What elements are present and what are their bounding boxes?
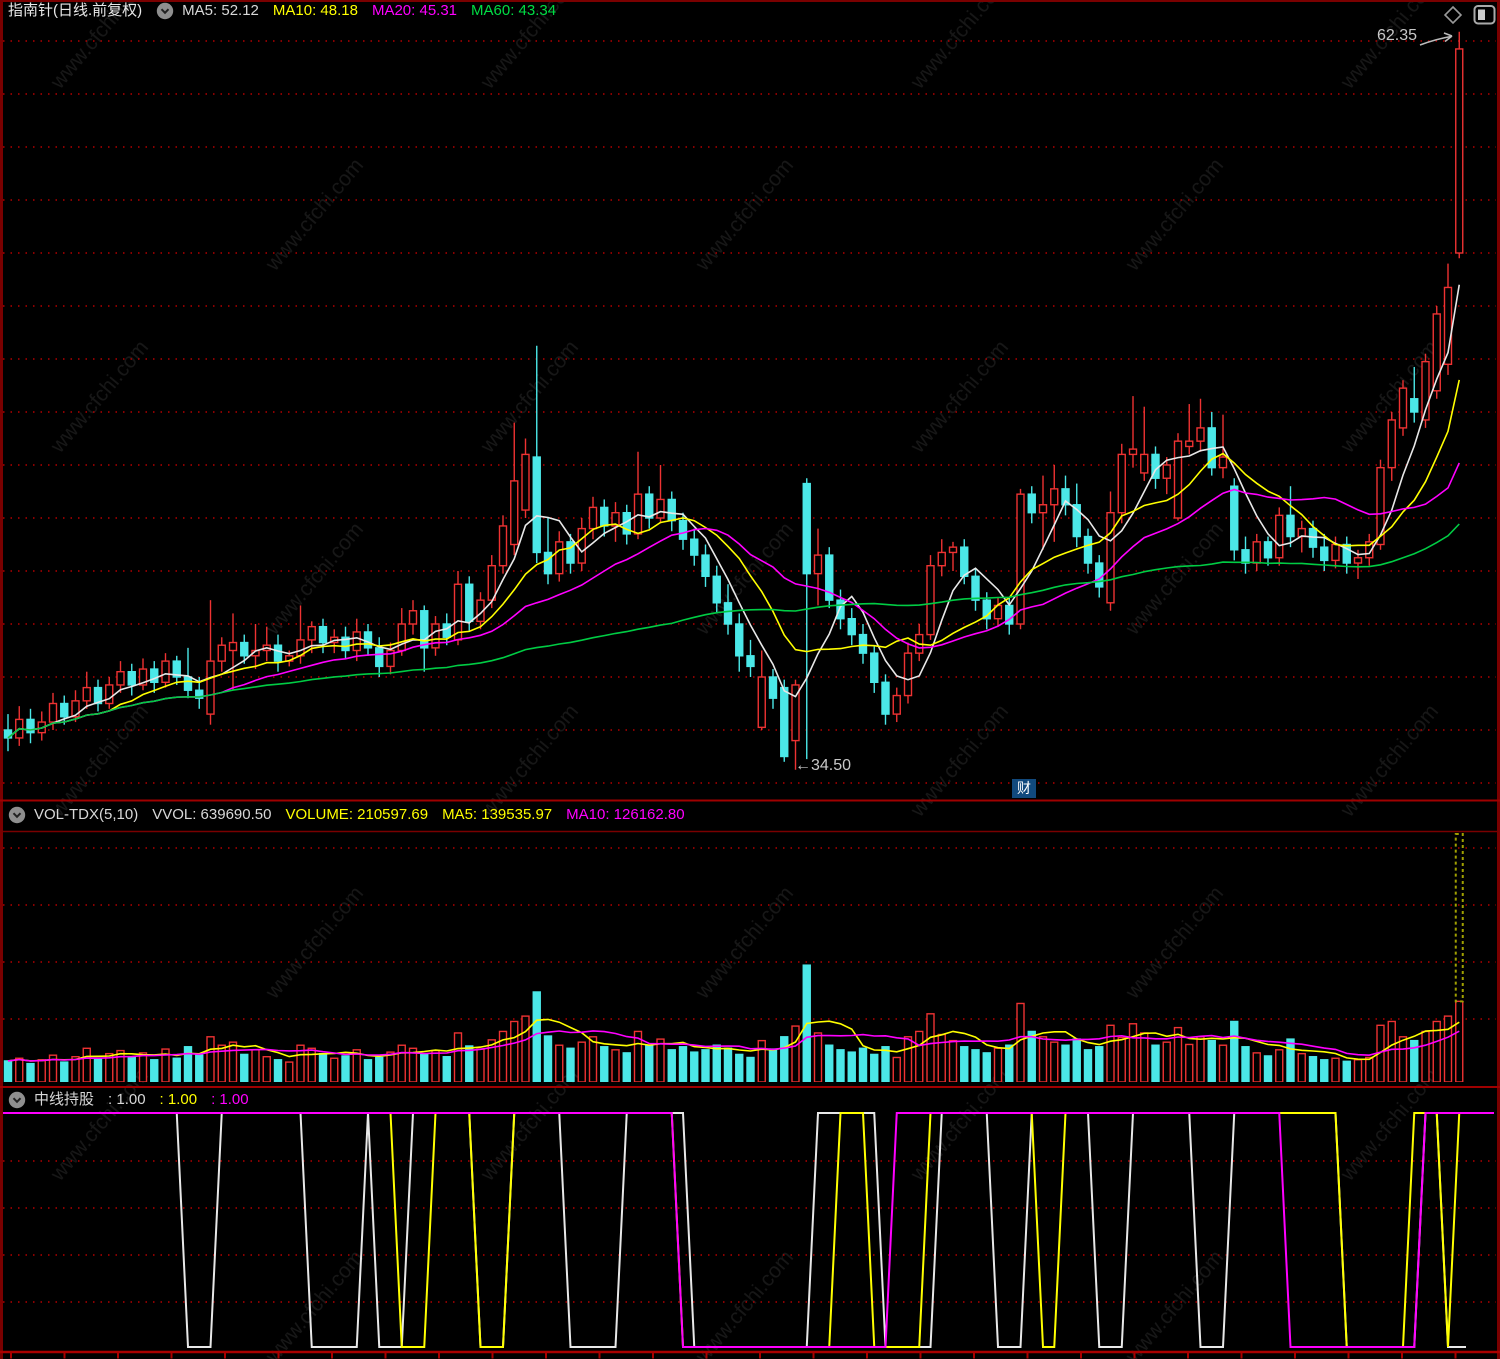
watermark: www.cfchi.com xyxy=(261,1246,369,1359)
watermark: www.cfchi.com xyxy=(1121,882,1229,1004)
vvol-clipped-bar xyxy=(1454,833,1464,1003)
candle-series xyxy=(3,31,1464,770)
ma20-value: MA20: 45.31 xyxy=(371,2,458,19)
watermark: www.cfchi.com xyxy=(1121,518,1229,640)
watermark: www.cfchi.com xyxy=(1121,154,1229,276)
indicator-name: 中线持股 xyxy=(34,1091,95,1108)
ma10-line xyxy=(7,379,1461,739)
watermark: www.cfchi.com xyxy=(46,1064,154,1186)
ma60-line xyxy=(7,523,1460,739)
watermark: www.cfchi.com xyxy=(46,336,154,458)
collapse-indicator-icon[interactable] xyxy=(8,1091,26,1109)
low-price-label: ←34.50 xyxy=(795,757,852,774)
volume-value: VOLUME: 210597.69 xyxy=(285,806,429,823)
chart-title: 指南针(日线.前复权) xyxy=(8,2,143,19)
ma20-line xyxy=(7,462,1460,739)
collapse-main-icon[interactable] xyxy=(156,2,174,20)
ma5-value: MA5: 52.12 xyxy=(182,2,259,19)
watermark: www.cfchi.com xyxy=(1336,0,1444,94)
volume-panel-header: VOL-TDX(5,10) VVOL: 639690.50 VOLUME: 21… xyxy=(8,806,699,824)
collapse-volume-icon[interactable] xyxy=(8,806,26,824)
volume-ma10-line xyxy=(7,1030,1460,1062)
volume-ma10-value: MA10: 126162.80 xyxy=(566,806,685,823)
watermark: www.cfchi.com xyxy=(261,518,369,640)
watermark: www.cfchi.com xyxy=(691,518,799,640)
watermark: www.cfchi.com xyxy=(691,882,799,1004)
vvol-value: VVOL: 639690.50 xyxy=(152,806,272,823)
indicator-value-3: : 1.00 xyxy=(211,1091,249,1108)
watermark: www.cfchi.com xyxy=(261,154,369,276)
watermark: www.cfchi.com xyxy=(476,700,584,822)
window-controls xyxy=(1442,4,1496,26)
indicator-value-1: : 1.00 xyxy=(108,1091,146,1108)
ma10-value: MA10: 48.18 xyxy=(272,2,358,19)
watermark: www.cfchi.com xyxy=(691,154,799,276)
diamond-icon[interactable] xyxy=(1442,4,1464,26)
volume-ma5-value: MA5: 139535.97 xyxy=(442,806,553,823)
cai-badge: 财 xyxy=(1012,779,1036,798)
watermark: www.cfchi.com xyxy=(476,336,584,458)
watermark: www.cfchi.com xyxy=(906,0,1014,94)
watermark: www.cfchi.com xyxy=(46,700,154,822)
indicator-value-2: : 1.00 xyxy=(159,1091,198,1108)
watermark: www.cfchi.com xyxy=(476,1064,584,1186)
watermark: www.cfchi.com xyxy=(906,336,1014,458)
high-price-label: 62.35 xyxy=(1377,27,1418,44)
volume-series xyxy=(3,964,1464,1082)
watermark: www.cfchi.com xyxy=(1336,1064,1444,1186)
volume-ma5-line xyxy=(7,1018,1460,1062)
high-annotation-arrow xyxy=(1419,35,1452,46)
watermark: www.cfchi.com xyxy=(261,882,369,1004)
split-panel-icon[interactable] xyxy=(1473,4,1496,26)
ma60-value: MA60: 43.34 xyxy=(471,2,557,19)
watermark: www.cfchi.com xyxy=(691,1246,799,1359)
volume-indicator-name: VOL-TDX(5,10) xyxy=(34,806,139,823)
main-panel-header: 指南针(日线.前复权) MA5: 52.12 MA10: 48.18 MA20:… xyxy=(8,2,570,20)
ma5-line xyxy=(7,284,1461,739)
watermark: www.cfchi.com xyxy=(1336,700,1444,822)
indicator-line-magenta xyxy=(3,1112,1494,1348)
watermark: www.cfchi.com xyxy=(906,700,1014,822)
indicator-panel-header: 中线持股 : 1.00 : 1.00 : 1.00 xyxy=(8,1091,263,1109)
watermark: www.cfchi.com xyxy=(906,1064,1014,1186)
